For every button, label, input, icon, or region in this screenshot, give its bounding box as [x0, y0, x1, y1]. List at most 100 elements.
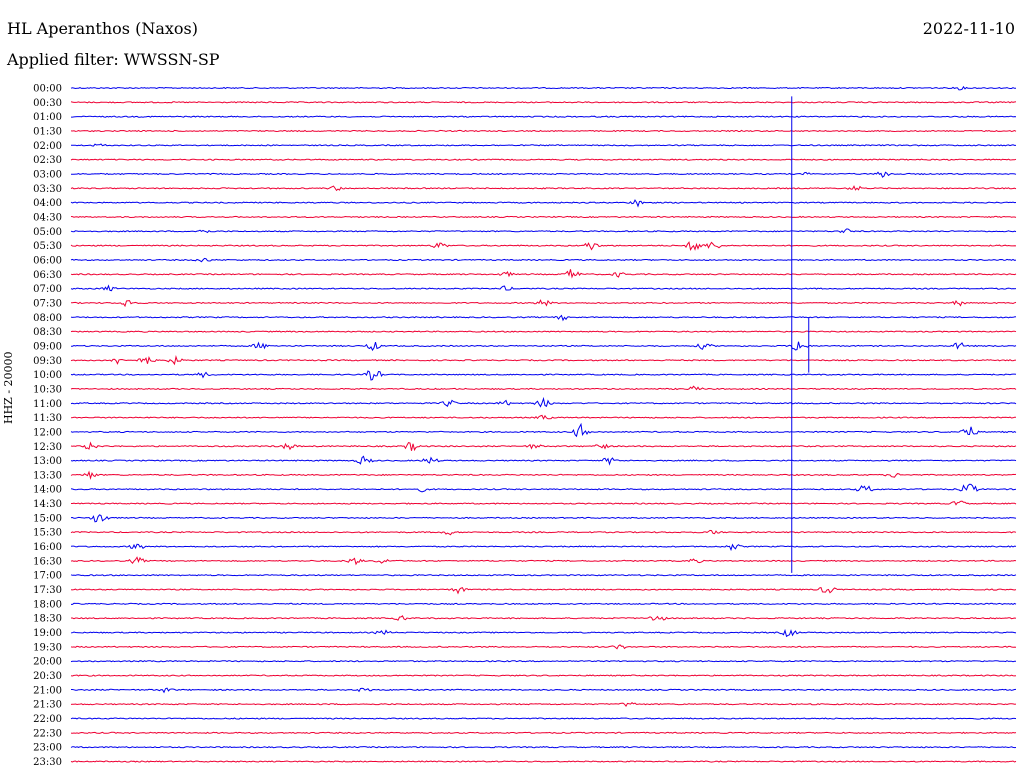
trace-row [70, 717, 1017, 720]
row-label: 15:00 [33, 513, 62, 524]
trace-row [70, 587, 1017, 595]
row-label: 01:30 [33, 126, 62, 137]
filter-label: Applied filter: WWSSN-SP [7, 50, 220, 69]
row-label: 17:00 [33, 571, 62, 582]
trace-row [70, 455, 1017, 466]
row-label: 05:00 [33, 227, 62, 238]
row-label: 12:00 [33, 427, 62, 438]
trace-row [71, 615, 1017, 621]
row-label: 15:30 [33, 528, 62, 539]
trace-row [70, 330, 1017, 333]
trace-row [70, 257, 1017, 263]
row-label: 00:00 [33, 84, 62, 95]
trace-row [70, 556, 1017, 566]
row-label: 02:30 [33, 155, 62, 166]
trace-row [70, 574, 1017, 577]
row-label: 11:00 [33, 399, 62, 410]
row-label: 00:30 [33, 98, 62, 109]
row-label: 04:00 [33, 198, 62, 209]
trace-row [70, 470, 1017, 480]
row-label: 09:00 [33, 341, 62, 352]
trace-row [70, 185, 1017, 192]
seismic-traces [70, 85, 1017, 763]
trace-row [70, 674, 1017, 677]
row-labels: 00:00 00:30 01:00 01:30 02:00 02:30 03:00 03:30… [33, 84, 62, 769]
row-label: 22:30 [33, 728, 62, 739]
row-label: 07:30 [33, 298, 62, 309]
row-label: 11:30 [33, 413, 62, 424]
trace-row [70, 483, 1017, 493]
trace-row [70, 341, 1017, 352]
trace-row [70, 441, 1017, 452]
row-label: 05:30 [33, 241, 62, 252]
trace-row [70, 299, 1017, 308]
row-label: 21:30 [33, 700, 62, 711]
trace-row [70, 269, 1017, 279]
row-label: 06:00 [33, 255, 62, 266]
trace-row [70, 644, 1017, 650]
trace-row [70, 158, 1017, 161]
trace-row [70, 199, 1017, 208]
row-label: 06:30 [33, 270, 62, 281]
row-label: 08:00 [33, 313, 62, 324]
trace-row [70, 746, 1017, 749]
trace-row [70, 129, 1017, 133]
trace-row [70, 314, 1017, 322]
row-label: 22:00 [33, 714, 62, 725]
row-label: 01:00 [33, 112, 62, 123]
trace-row [70, 660, 1017, 663]
row-label: 02:00 [33, 141, 62, 152]
row-label: 10:00 [33, 370, 62, 381]
row-label: 03:30 [33, 184, 62, 195]
large-event-trace [791, 96, 810, 573]
row-label: 20:00 [33, 657, 62, 668]
trace-row [70, 101, 1017, 104]
row-label: 08:30 [33, 327, 62, 338]
row-label: 14:00 [33, 485, 62, 496]
row-label: 20:30 [33, 671, 62, 682]
trace-row [71, 171, 1017, 178]
trace-row [70, 370, 1017, 381]
trace-row [70, 543, 1017, 552]
trace-row [70, 355, 1017, 366]
trace-row [70, 284, 1017, 292]
row-label: 07:00 [33, 284, 62, 295]
row-label: 23:00 [33, 743, 62, 754]
row-label: 19:00 [33, 628, 62, 639]
trace-row [70, 422, 1017, 438]
row-label: 16:00 [33, 542, 62, 553]
trace-row [70, 385, 1017, 391]
row-label: 19:30 [33, 642, 62, 653]
trace-row [71, 115, 1017, 118]
row-label: 03:00 [33, 169, 62, 180]
trace-row [70, 414, 1016, 420]
row-label: 10:30 [33, 384, 62, 395]
row-label: 23:30 [33, 757, 62, 768]
trace-row [71, 602, 1017, 605]
trace-row [70, 702, 1017, 707]
row-label: 18:30 [33, 614, 62, 625]
row-label: 09:30 [33, 356, 62, 367]
row-label: 14:30 [33, 499, 62, 510]
trace-row [70, 760, 1017, 763]
trace-row [70, 731, 1017, 734]
row-label: 13:00 [33, 456, 62, 467]
row-label: 17:30 [33, 585, 62, 596]
row-label: 16:30 [33, 556, 62, 567]
trace-row [71, 687, 1017, 694]
trace-row [70, 143, 1016, 147]
trace-row [70, 241, 1017, 252]
trace-row [70, 628, 1017, 638]
trace-row [70, 396, 1017, 408]
trace-row [70, 514, 1017, 523]
trace-row [70, 215, 1017, 219]
trace-row [71, 500, 1017, 506]
trace-row [70, 228, 1017, 234]
date-label: 2022-11-10 [922, 19, 1015, 38]
trace-row [70, 85, 1016, 91]
row-label: 13:30 [33, 470, 62, 481]
row-label: 04:30 [33, 212, 62, 223]
row-label: 21:00 [33, 685, 62, 696]
row-label: 18:00 [33, 599, 62, 610]
